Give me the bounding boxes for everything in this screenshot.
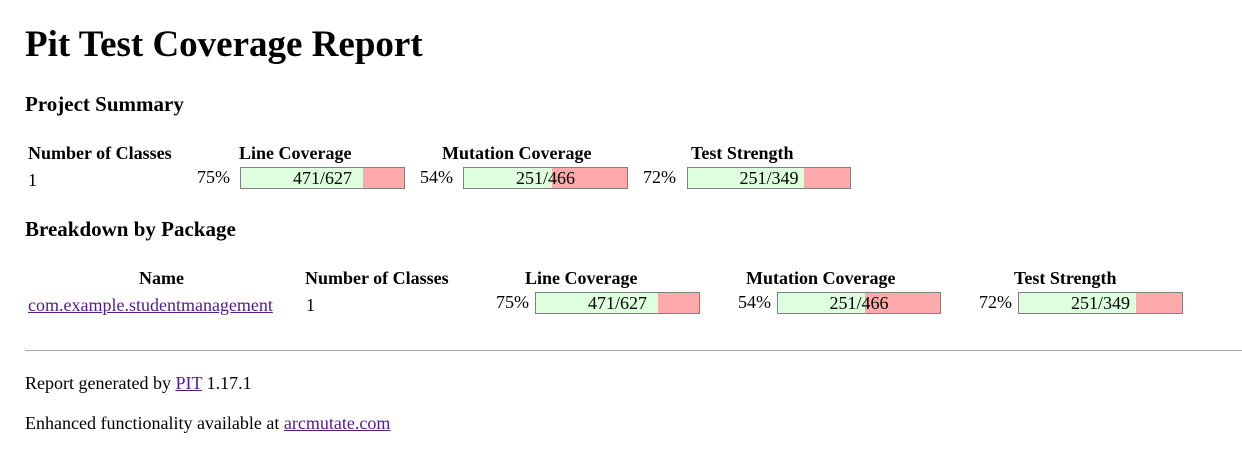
- package-mutation-coverage-fill: [778, 293, 866, 313]
- header-test-strength: Test Strength: [691, 143, 794, 163]
- summary-strength-percent: 72%: [643, 167, 676, 187]
- summary-line-coverage-bar: 471/627: [240, 167, 405, 189]
- summary-mutation-percent: 54%: [420, 167, 453, 187]
- pit-link[interactable]: PIT: [175, 373, 203, 393]
- header-name: Name: [139, 268, 184, 288]
- summary-line-ratio: 471/627: [292, 168, 352, 188]
- summary-test-strength-bar: 251/349: [687, 167, 851, 189]
- summary-classes-value: 1: [28, 170, 37, 190]
- summary-strength-ratio: 251/349: [739, 168, 799, 188]
- package-line-percent: 75%: [496, 292, 529, 312]
- header-package-test-strength: Test Strength: [1014, 268, 1117, 288]
- package-test-strength-fill: [1019, 293, 1137, 313]
- generated-prefix: Report generated by: [25, 373, 171, 393]
- summary-mutation-ratio: 251/466: [515, 168, 575, 188]
- package-test-strength-bar: 251/349: [1018, 292, 1183, 314]
- report-page: Pit Test Coverage Report Project Summary…: [25, 0, 1242, 466]
- breakdown-heading: Breakdown by Package: [25, 217, 236, 241]
- package-line-ratio: 471/627: [587, 293, 647, 313]
- project-summary-heading: Project Summary: [25, 92, 184, 116]
- package-line-coverage-bar: 471/627: [535, 292, 700, 314]
- header-package-line-coverage: Line Coverage: [525, 268, 638, 288]
- header-mutation-coverage: Mutation Coverage: [442, 143, 592, 163]
- report-generated-line: Report generated by PIT 1.17.1: [25, 372, 252, 394]
- summary-test-strength-fill: [688, 168, 805, 188]
- arcmutate-link[interactable]: arcmutate.com: [283, 413, 391, 433]
- header-package-mutation-coverage: Mutation Coverage: [746, 268, 896, 288]
- summary-line-percent: 75%: [197, 167, 230, 187]
- enhanced-functionality-line: Enhanced functionality available at arcm…: [25, 412, 390, 434]
- package-link[interactable]: com.example.studentmanagement: [28, 295, 273, 315]
- header-package-number-of-classes: Number of Classes: [305, 268, 449, 288]
- summary-mutation-coverage-fill: [464, 168, 552, 188]
- package-mutation-ratio: 251/466: [829, 293, 889, 313]
- summary-line-coverage-fill: [241, 168, 364, 188]
- package-strength-percent: 72%: [979, 292, 1012, 312]
- package-classes-value: 1: [306, 295, 315, 315]
- enhanced-prefix: Enhanced functionality available at: [25, 413, 280, 433]
- pit-version: 1.17.1: [206, 373, 252, 393]
- summary-mutation-coverage-bar: 251/466: [463, 167, 628, 189]
- package-line-coverage-fill: [536, 293, 659, 313]
- package-mutation-percent: 54%: [738, 292, 771, 312]
- package-mutation-coverage-bar: 251/466: [777, 292, 941, 314]
- footer-divider: [25, 350, 1242, 351]
- header-number-of-classes: Number of Classes: [28, 143, 172, 163]
- package-strength-ratio: 251/349: [1070, 293, 1130, 313]
- header-line-coverage: Line Coverage: [239, 143, 352, 163]
- page-title: Pit Test Coverage Report: [25, 24, 423, 65]
